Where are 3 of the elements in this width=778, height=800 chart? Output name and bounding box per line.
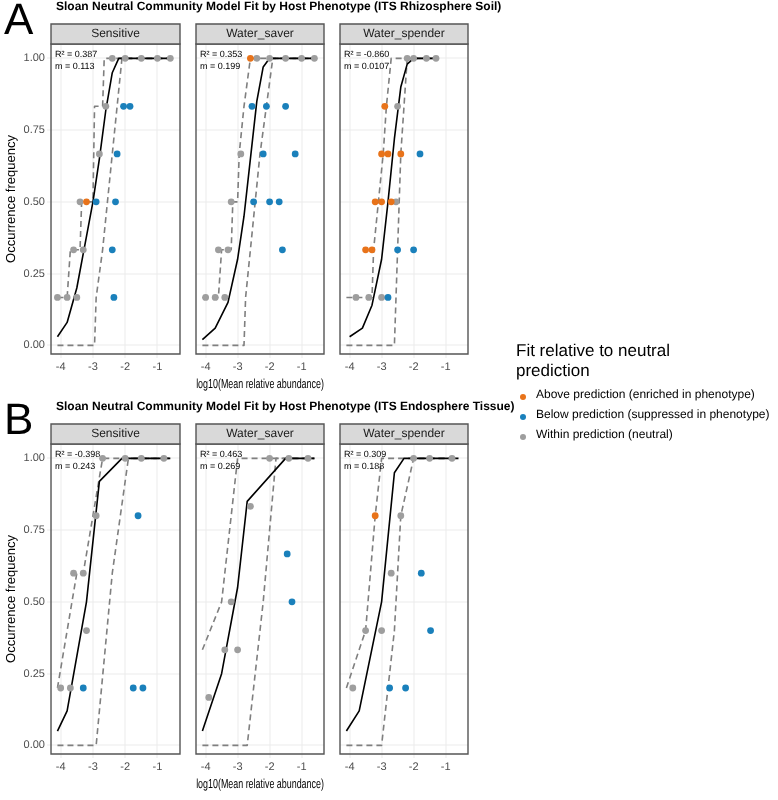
text: A xyxy=(4,0,34,44)
text: B xyxy=(4,394,34,444)
legend-title: Fit relative to neutral prediction xyxy=(516,340,673,380)
